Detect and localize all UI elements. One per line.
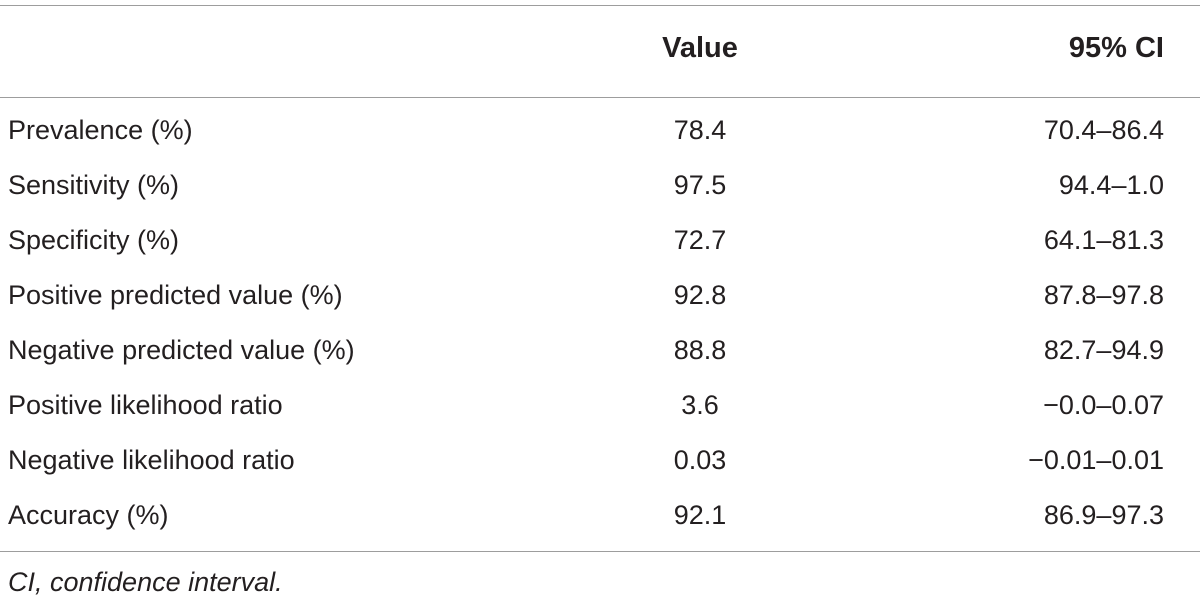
row-label: Negative likelihood ratio bbox=[8, 445, 295, 475]
row-ci: 86.9–97.3 bbox=[1043, 500, 1164, 530]
row-ci: −0.0–0.07 bbox=[1043, 390, 1164, 420]
table-row: Negative likelihood ratio 0.03 −0.01–0.0… bbox=[0, 440, 1200, 495]
table-bottom-rule bbox=[0, 551, 1200, 552]
table-row: Accuracy (%) 92.1 86.9–97.3 bbox=[0, 495, 1200, 550]
row-value: 78.4 bbox=[673, 115, 727, 145]
row-ci: 87.8–97.8 bbox=[1043, 280, 1164, 310]
table-body: Prevalence (%) 78.4 70.4–86.4 Sensitivit… bbox=[0, 110, 1200, 550]
row-label: Positive predicted value (%) bbox=[8, 280, 343, 310]
row-ci: 70.4–86.4 bbox=[1043, 115, 1164, 145]
table-row: Negative predicted value (%) 88.8 82.7–9… bbox=[0, 330, 1200, 385]
row-value: 0.03 bbox=[673, 445, 727, 475]
row-ci: 64.1–81.3 bbox=[1043, 225, 1164, 255]
row-value: 92.8 bbox=[673, 280, 727, 310]
table-row: Positive likelihood ratio 3.6 −0.0–0.07 bbox=[0, 385, 1200, 440]
table-header-rule bbox=[0, 97, 1200, 98]
row-ci: 82.7–94.9 bbox=[1043, 335, 1164, 365]
row-ci: −0.01–0.01 bbox=[1028, 445, 1164, 475]
row-label: Sensitivity (%) bbox=[8, 170, 180, 200]
row-label: Prevalence (%) bbox=[8, 115, 193, 145]
row-ci: 94.4–1.0 bbox=[1058, 170, 1164, 200]
row-value: 92.1 bbox=[673, 500, 727, 530]
table-row: Positive predicted value (%) 92.8 87.8–9… bbox=[0, 275, 1200, 330]
column-header-ci: 95% CI bbox=[1068, 32, 1164, 64]
row-label: Specificity (%) bbox=[8, 225, 180, 255]
column-header-value: Value bbox=[662, 32, 738, 64]
row-value: 88.8 bbox=[673, 335, 727, 365]
table-top-rule bbox=[0, 5, 1200, 6]
row-label: Accuracy (%) bbox=[8, 500, 169, 530]
row-value: 72.7 bbox=[673, 225, 727, 255]
table-row: Sensitivity (%) 97.5 94.4–1.0 bbox=[0, 165, 1200, 220]
row-value: 3.6 bbox=[681, 390, 719, 420]
table-footnote: CI, confidence interval. bbox=[8, 567, 283, 597]
row-value: 97.5 bbox=[673, 170, 727, 200]
row-label: Negative predicted value (%) bbox=[8, 335, 355, 365]
row-label: Positive likelihood ratio bbox=[8, 390, 283, 420]
table-row: Specificity (%) 72.7 64.1–81.3 bbox=[0, 220, 1200, 275]
table-row: Prevalence (%) 78.4 70.4–86.4 bbox=[0, 110, 1200, 165]
